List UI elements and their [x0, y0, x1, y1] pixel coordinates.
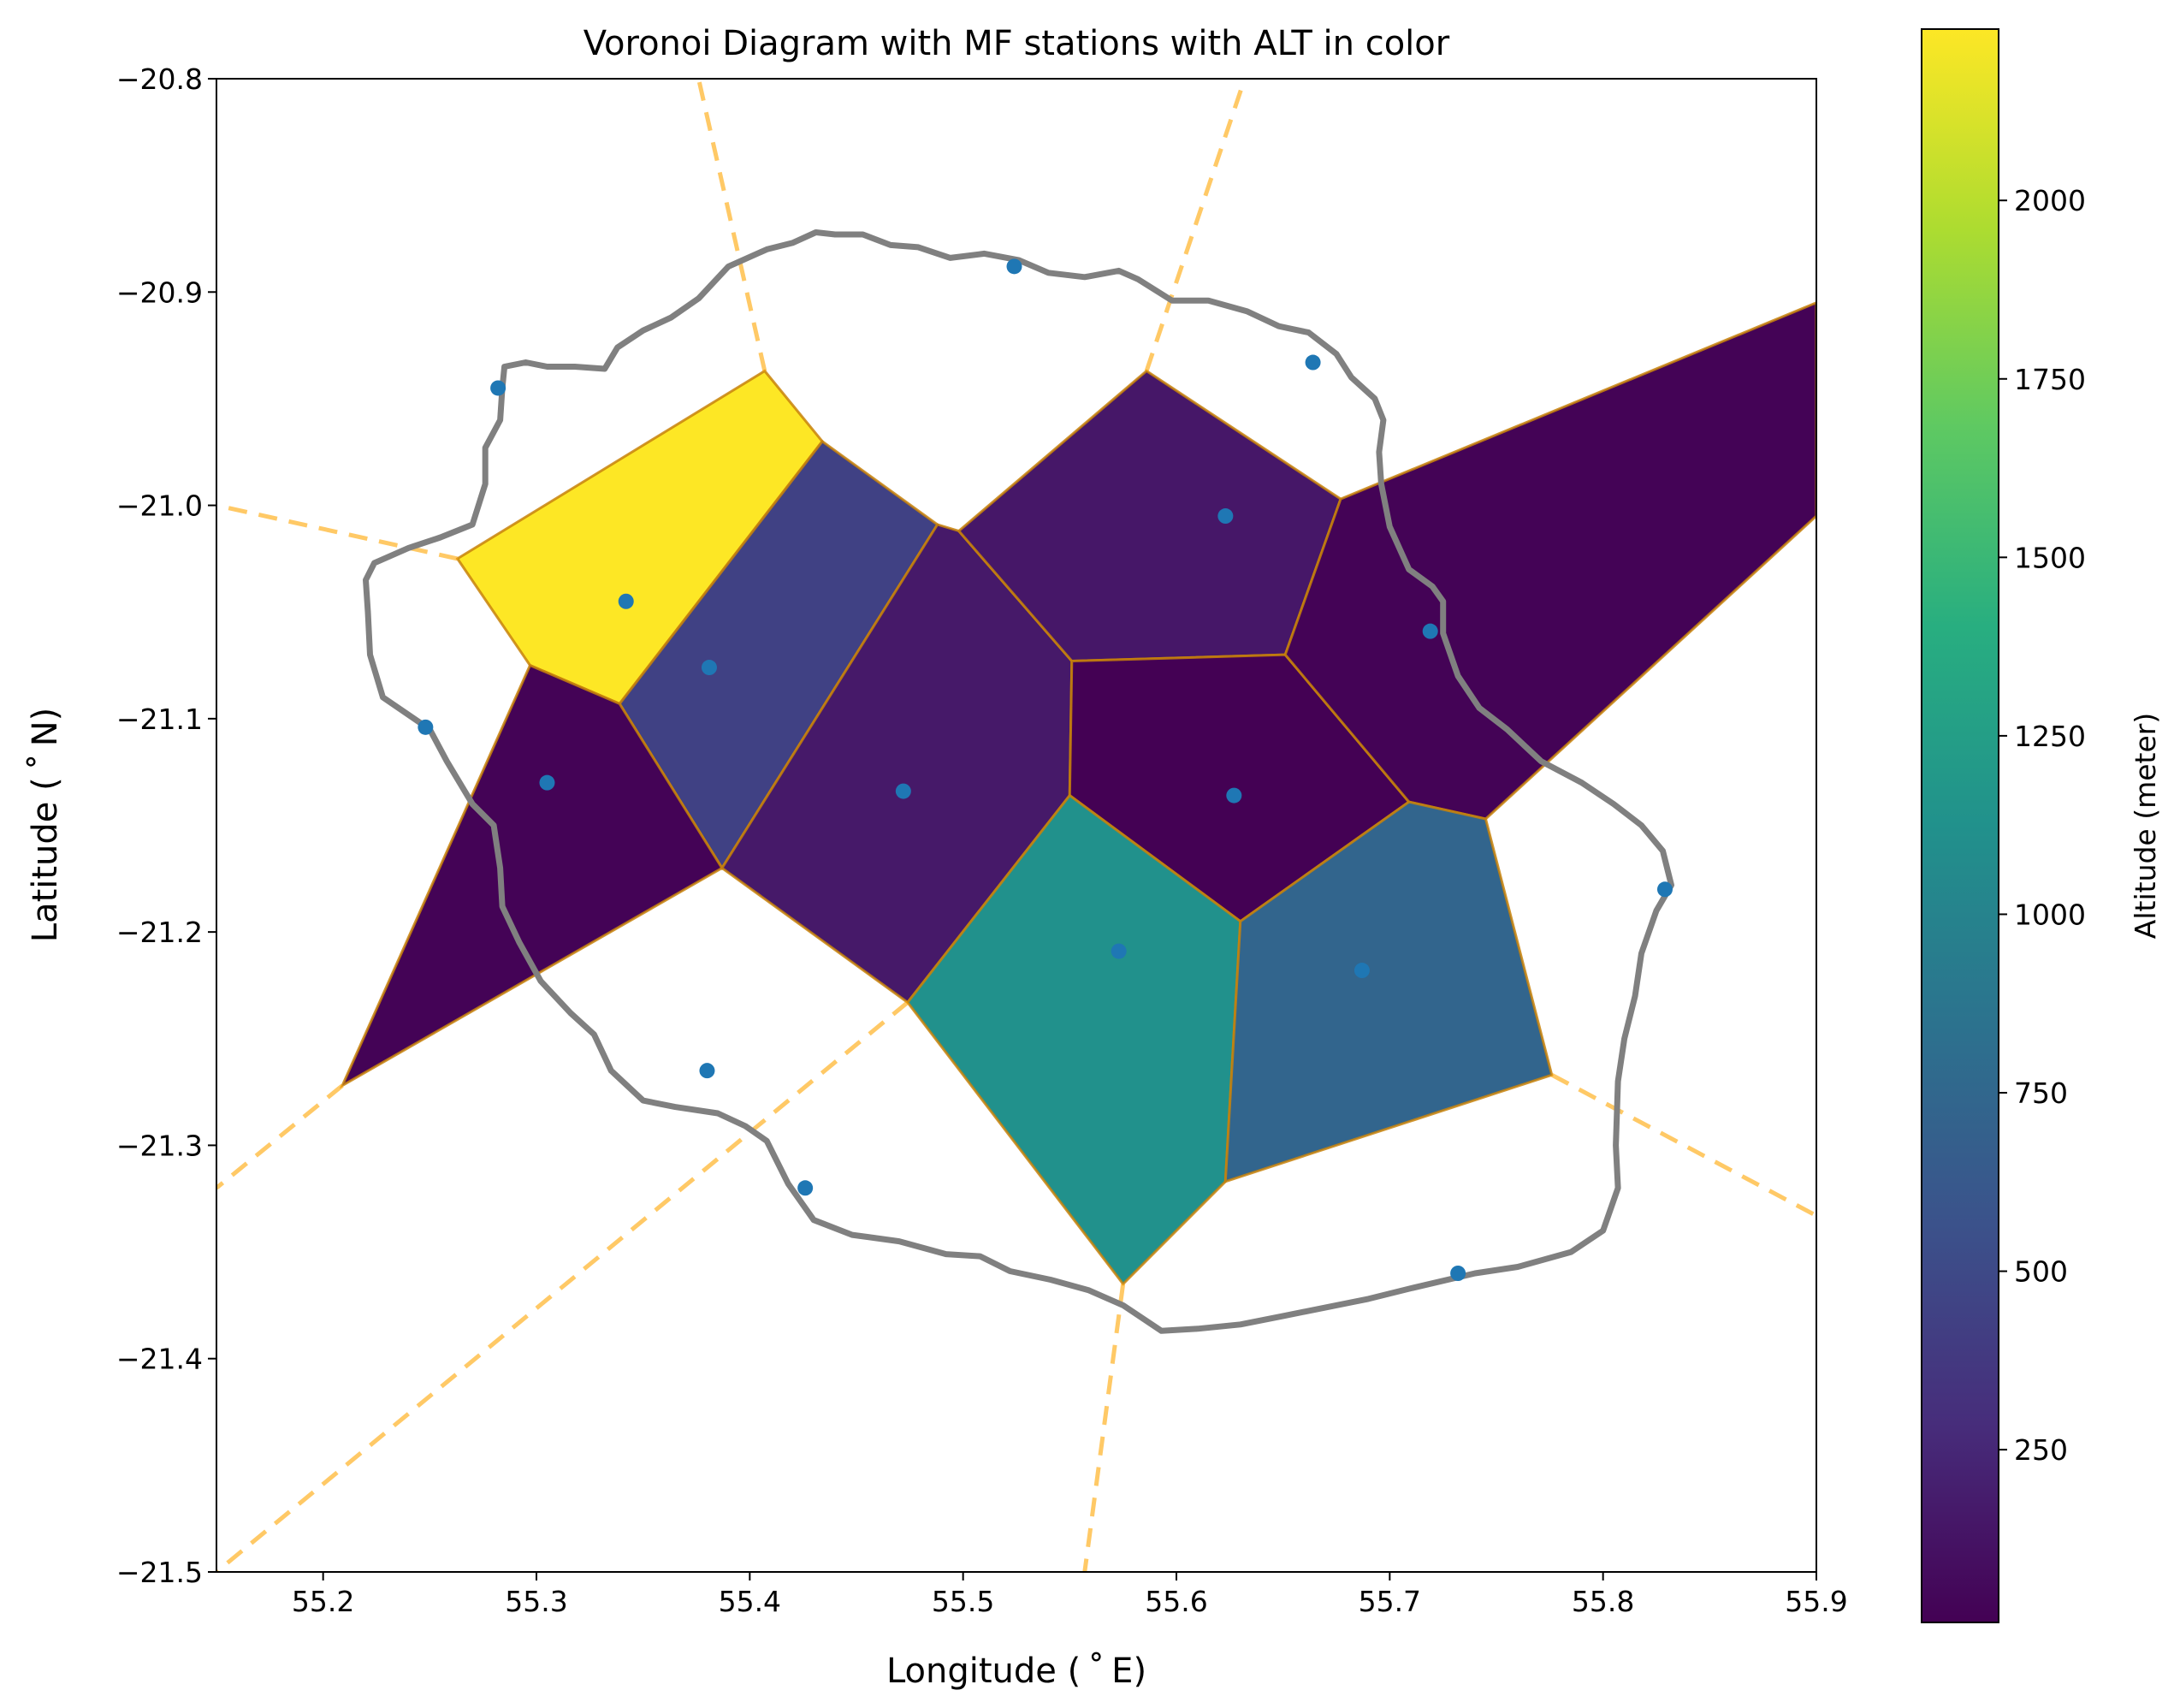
infinite-ridge-5 [1082, 1284, 1126, 1572]
x-tick-label: 55.6 [1145, 1585, 1207, 1618]
station-point-3 [1217, 508, 1234, 525]
x-tick-label: 55.5 [932, 1585, 994, 1618]
plot-area [216, 79, 1816, 1572]
colorbar [1921, 28, 1999, 1623]
station-point-4 [618, 593, 634, 609]
station-point-7 [418, 719, 434, 735]
coastline [363, 229, 1674, 1334]
station-point-5 [701, 660, 717, 676]
station-point-13 [1354, 963, 1370, 979]
plot-frame [216, 78, 1817, 1573]
colorbar-tick-label: 1500 [2014, 541, 2086, 574]
voronoi-infinite-ridges [216, 79, 1816, 1572]
station-point-11 [1656, 881, 1673, 898]
voronoi-cell-6 [1283, 301, 1816, 821]
x-tick-label: 55.4 [719, 1585, 781, 1618]
infinite-ridge-1 [1144, 79, 1247, 372]
station-point-1 [1305, 354, 1321, 371]
y-tick-label: −21.0 [116, 489, 203, 523]
x-axis-ticks: 55.2 55.3 55.4 55.5 55.6 55.7 55.8 55.9 [292, 1572, 1848, 1618]
station-point-12 [1111, 943, 1127, 959]
colorbar-tick-label: 500 [2014, 1255, 2068, 1289]
y-tick-label: −21.4 [116, 1343, 203, 1376]
x-tick-label: 55.3 [505, 1585, 567, 1618]
infinite-ridge-6 [1550, 1072, 1816, 1218]
colorbar-label: Altitude (meter) [2129, 713, 2162, 939]
infinite-ridge-2 [216, 503, 459, 561]
station-point-10 [1226, 787, 1242, 804]
station-point-16 [1450, 1266, 1466, 1281]
infinite-ridge-4 [216, 1000, 909, 1572]
colorbar-tick-label: 1750 [2014, 363, 2086, 396]
voronoi-cells [339, 301, 1816, 1286]
colorbar-tick-label: 1000 [2014, 898, 2086, 931]
colorbar-ticks: 250 500 750 1000 1250 1500 1750 2000 [1999, 184, 2086, 1467]
y-tick-label: −20.9 [116, 276, 203, 309]
colorbar-tick-label: 2000 [2014, 184, 2086, 217]
y-tick-label: −21.1 [116, 703, 203, 736]
y-axis-ticks: −20.8 −20.9 −21.0 −21.1 −21.2 −21.3 −21.4 −21.5 [116, 62, 216, 1589]
y-axis-label: Latitude ( ˚ N) [26, 708, 65, 942]
voronoi-cell-8 [1223, 800, 1554, 1183]
colorbar-tick-label: 250 [2014, 1433, 2068, 1467]
y-tick-label: −21.2 [116, 916, 203, 949]
station-point-14 [699, 1063, 715, 1079]
y-tick-label: −21.5 [116, 1556, 203, 1589]
x-tick-label: 55.7 [1359, 1585, 1421, 1618]
stations [418, 258, 1673, 1281]
station-point-6 [1422, 623, 1438, 639]
y-tick-label: −20.8 [116, 62, 203, 96]
y-tick-label: −21.3 [116, 1129, 203, 1162]
x-tick-label: 55.2 [292, 1585, 354, 1618]
station-point-8 [539, 774, 555, 791]
x-tick-label: 55.8 [1572, 1585, 1634, 1618]
colorbar-tick-label: 750 [2014, 1076, 2068, 1110]
colorbar-tick-label: 1250 [2014, 720, 2086, 753]
station-point-9 [895, 783, 911, 799]
x-tick-label: 55.9 [1785, 1585, 1847, 1618]
station-point-2 [490, 380, 506, 396]
coastline-path [363, 229, 1674, 1334]
chart-title: Voronoi Diagram with MF stations with AL… [583, 24, 1450, 63]
station-point-0 [1006, 258, 1022, 275]
x-axis-label: Longitude ( ˚ E) [886, 1652, 1146, 1691]
infinite-ridge-3 [216, 1083, 344, 1190]
infinite-ridge-0 [696, 79, 767, 372]
station-point-15 [797, 1180, 814, 1196]
